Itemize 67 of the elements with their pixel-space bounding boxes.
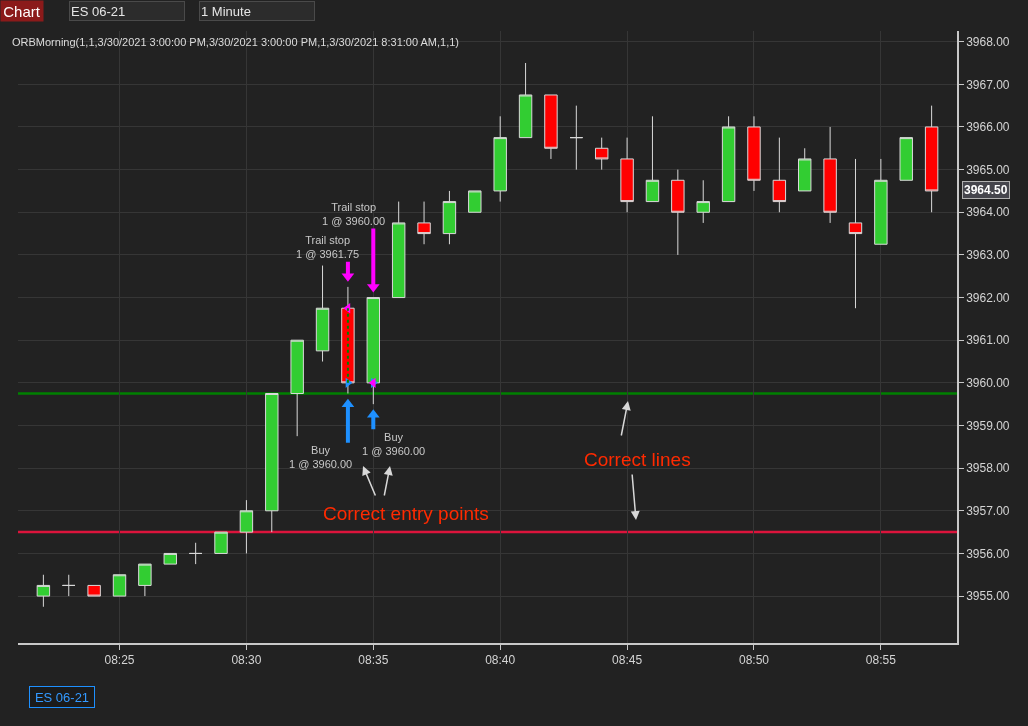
y-tick-label: 3964.00 [966, 205, 1010, 220]
y-tick-label: 3961.00 [966, 333, 1010, 348]
candlestick [772, 137, 787, 213]
y-tick-label: 3955.00 [966, 589, 1010, 604]
y-tick-label: 3965.00 [966, 162, 1010, 177]
annotation: Buy 1 @ 3960.00 [362, 431, 426, 458]
candlestick [87, 584, 101, 597]
y-tick-label: 3960.00 [966, 376, 1010, 391]
candlestick [874, 158, 888, 245]
candlestick [417, 201, 431, 245]
y-tick-label: 3959.00 [966, 418, 1010, 433]
text: 1 Minute [201, 3, 251, 19]
annotation: Trail stop 1 @ 3961.75 [296, 234, 360, 261]
x-tick-label: 08:45 [612, 653, 643, 668]
x-tick-label: 08:40 [485, 653, 516, 668]
candlestick [899, 137, 913, 181]
y-tick-label: 3957.00 [966, 503, 1010, 518]
candlestick [620, 137, 634, 213]
chart-title: ORBMorning(1,1,3/30/2021 3:00:00 PM,3/30/2021 3:00:00 PM,1,3/30/2021 8:31:00 AM,1,1) [12, 35, 460, 48]
candlestick [569, 105, 584, 171]
candlestick [138, 563, 152, 597]
y-tick-label: 3967.00 [966, 77, 1010, 92]
candlestick [468, 190, 482, 213]
candlestick [645, 115, 660, 203]
candlestick [747, 115, 761, 192]
candlestick [36, 574, 51, 608]
candlestick [493, 115, 507, 203]
y-tick-label: 3963.00 [966, 248, 1010, 263]
x-tick-label: 08:25 [104, 653, 135, 668]
candlestick [594, 137, 609, 171]
candlestick [848, 158, 863, 309]
text: ES 06-21 [71, 3, 126, 19]
candlestick [214, 531, 228, 554]
candlestick [518, 62, 533, 139]
candlestick [696, 179, 710, 224]
annotation: Buy 1 @ 3960.00 [289, 444, 353, 471]
candlestick [544, 94, 558, 160]
candlestick [315, 265, 330, 363]
annotation: Trail stop 1 @ 3960.00 [322, 201, 386, 228]
candlestick [391, 201, 406, 299]
x-tick-label: 08:30 [231, 653, 262, 668]
text: ES 06-21 [34, 689, 90, 705]
candlestick [798, 147, 812, 192]
candlestick [112, 574, 127, 597]
y-tick-label: 3968.00 [966, 34, 1010, 49]
candlestick [239, 499, 254, 554]
annotation: Correct lines [584, 449, 691, 470]
candlestick [290, 339, 304, 437]
candlestick [671, 169, 685, 256]
y-tick-label: 3956.00 [966, 546, 1010, 561]
text: 3964.50 [964, 183, 1008, 197]
y-tick-label: 3962.00 [966, 290, 1010, 305]
candlestick [721, 115, 736, 203]
annotation: Correct entry points [323, 503, 489, 524]
candlestick [163, 552, 177, 565]
y-tick-label: 3966.00 [966, 120, 1010, 135]
candlestick [442, 190, 457, 245]
candlestick [265, 393, 279, 533]
candlestick [823, 126, 837, 224]
x-tick-label: 08:35 [358, 653, 389, 668]
x-tick-label: 08:55 [865, 653, 897, 668]
candlestick [62, 574, 76, 597]
y-tick-label: 3958.00 [966, 461, 1010, 476]
text: Chart [3, 2, 41, 20]
candlestick [924, 105, 939, 213]
candlestick [188, 542, 203, 565]
x-tick-label: 08:50 [738, 653, 770, 668]
